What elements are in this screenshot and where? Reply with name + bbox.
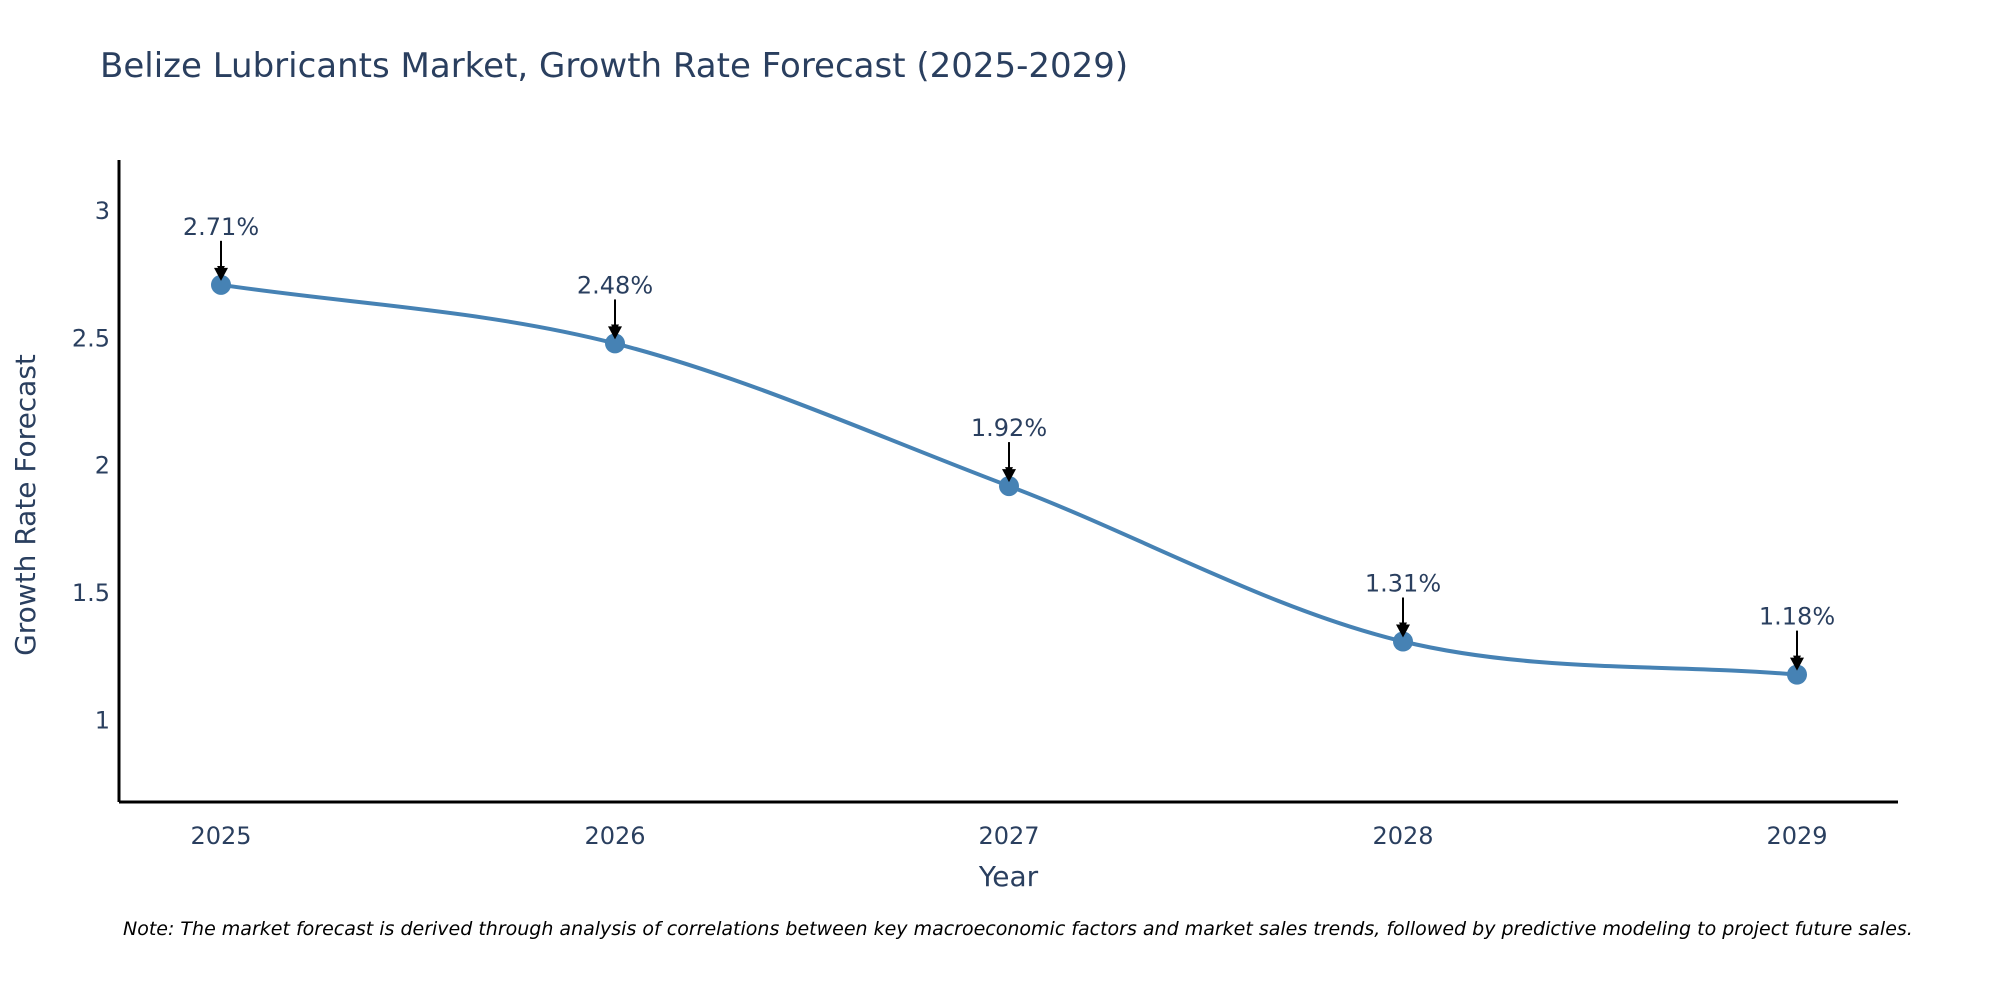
y-ticks: 1 1.5 2 2.5 3 (72, 197, 110, 735)
x-tick-label: 2027 (978, 822, 1039, 850)
x-ticks: 2025 2026 2027 2028 2029 (190, 822, 1827, 850)
x-tick-label: 2025 (190, 822, 251, 850)
y-tick-label: 2.5 (72, 324, 110, 352)
y-tick-label: 3 (95, 197, 110, 225)
data-point (999, 476, 1019, 497)
y-tick-label: 1.5 (72, 579, 110, 607)
data-point (1787, 664, 1807, 685)
annotation-arrowhead (1002, 469, 1016, 483)
x-axis-title: Year (978, 860, 1039, 893)
data-label: 1.92% (971, 414, 1047, 442)
chart-title: Belize Lubricants Market, Growth Rate Fo… (100, 46, 1129, 86)
data-annotations: 2.71% 2.48% 1.92% 1.31% 1.18% (183, 213, 1835, 671)
data-point (605, 333, 625, 354)
annotation-arrowhead (1396, 624, 1410, 638)
data-label: 2.48% (577, 271, 653, 299)
data-point (211, 274, 231, 295)
annotation-arrowhead (214, 267, 228, 281)
axes (117, 160, 1898, 804)
y-tick-label: 2 (95, 452, 110, 480)
x-tick-label: 2029 (1766, 822, 1827, 850)
annotation-arrowhead (608, 326, 622, 340)
x-tick-label: 2026 (584, 822, 645, 850)
data-points (211, 274, 1807, 685)
data-label: 2.71% (183, 213, 259, 241)
y-tick-label: 1 (95, 706, 110, 734)
annotation-arrowhead (1790, 657, 1804, 671)
x-tick-label: 2028 (1372, 822, 1433, 850)
footnote: Note: The market forecast is derived thr… (123, 918, 1913, 940)
data-label: 1.31% (1365, 570, 1441, 598)
data-point (1393, 631, 1413, 652)
y-axis-title: Growth Rate Forecast (9, 354, 42, 656)
data-label: 1.18% (1759, 603, 1835, 631)
